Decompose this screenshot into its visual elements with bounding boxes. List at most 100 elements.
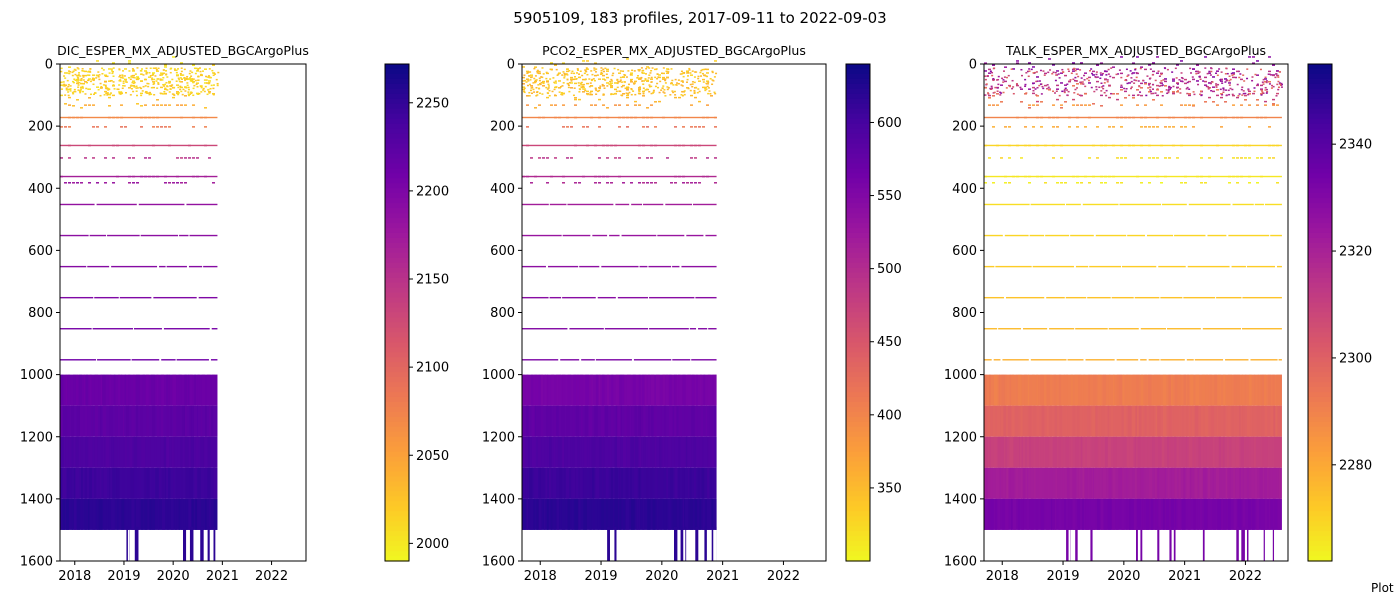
deep-streak bbox=[594, 405, 598, 437]
deep-streak bbox=[200, 405, 203, 437]
cell bbox=[1047, 86, 1050, 89]
cell bbox=[1028, 70, 1031, 72]
deep-streak bbox=[1026, 405, 1028, 437]
deep-streak bbox=[1102, 374, 1107, 406]
colorbar-step bbox=[1308, 536, 1332, 542]
deep-streak bbox=[1168, 405, 1172, 437]
cell bbox=[644, 78, 647, 80]
cell bbox=[145, 67, 148, 70]
cell bbox=[140, 73, 143, 75]
colorbar-step bbox=[1308, 98, 1332, 105]
cell bbox=[162, 93, 165, 95]
cell bbox=[1032, 82, 1035, 85]
cell bbox=[590, 79, 593, 82]
cell bbox=[173, 86, 176, 89]
cell bbox=[122, 84, 125, 87]
cell bbox=[162, 77, 165, 79]
deep-streak bbox=[615, 374, 619, 406]
cell bbox=[1140, 126, 1143, 128]
cell bbox=[1108, 85, 1111, 87]
cell bbox=[1068, 80, 1071, 83]
deep-streak bbox=[540, 405, 544, 437]
colorbar-step bbox=[1308, 392, 1332, 398]
deep-streak bbox=[1126, 498, 1128, 530]
cell bbox=[110, 79, 113, 82]
level-line bbox=[1095, 234, 1127, 237]
cell bbox=[1184, 182, 1187, 184]
cell bbox=[698, 80, 701, 82]
cell bbox=[608, 83, 611, 85]
deep-streak bbox=[155, 467, 159, 499]
deep-streak bbox=[1005, 498, 1009, 530]
deep-streak bbox=[204, 405, 207, 437]
cell bbox=[104, 75, 107, 77]
cell bbox=[577, 69, 580, 71]
deep-streak bbox=[1244, 374, 1247, 406]
deep-streak bbox=[1026, 498, 1030, 530]
cell bbox=[120, 104, 123, 106]
colorbar-step bbox=[1308, 312, 1332, 319]
cell bbox=[1152, 62, 1155, 64]
cell bbox=[1036, 86, 1039, 89]
cell bbox=[1260, 88, 1263, 91]
footer-label: Plot bbox=[1371, 581, 1394, 595]
deep-streak bbox=[70, 467, 73, 499]
panel-title: TALK_ESPER_MX_ADJUSTED_BGCArgoPlus bbox=[1005, 43, 1266, 58]
shallow-row bbox=[984, 182, 1279, 184]
deep-streak bbox=[1099, 467, 1102, 499]
shallow-row bbox=[60, 62, 215, 90]
deep-streak bbox=[703, 436, 708, 468]
level-line bbox=[1148, 359, 1160, 361]
cell bbox=[1066, 94, 1069, 97]
colorbar-step bbox=[385, 198, 409, 204]
cell bbox=[1061, 68, 1064, 71]
deep-streak bbox=[1062, 467, 1065, 499]
level-line bbox=[984, 265, 995, 268]
cell bbox=[96, 182, 99, 184]
deep-streak bbox=[1072, 467, 1077, 499]
cell bbox=[602, 94, 605, 96]
deep-streak bbox=[1115, 498, 1119, 530]
deep-streak bbox=[176, 467, 181, 499]
colorbar-step bbox=[1308, 158, 1332, 164]
deep-streak bbox=[1085, 498, 1089, 530]
cell bbox=[650, 157, 653, 159]
cell bbox=[1116, 182, 1119, 184]
deep-streak bbox=[1235, 467, 1240, 499]
colorbar-step bbox=[385, 451, 409, 458]
cell bbox=[1070, 72, 1073, 75]
deep-streak bbox=[647, 436, 651, 468]
deep-streak bbox=[1044, 467, 1048, 499]
cell bbox=[598, 182, 601, 184]
cell bbox=[154, 75, 157, 77]
deep-streak bbox=[1194, 436, 1196, 468]
cell bbox=[626, 104, 629, 106]
level-line bbox=[1246, 265, 1275, 268]
cell bbox=[88, 104, 91, 106]
colorbar-step bbox=[1308, 456, 1332, 463]
cell bbox=[1144, 126, 1147, 128]
deep-streak bbox=[624, 405, 627, 437]
deep-streak bbox=[1043, 374, 1047, 406]
level-line bbox=[672, 265, 680, 268]
cell bbox=[60, 70, 63, 73]
colorbar-tick-label: 2280 bbox=[1339, 458, 1372, 473]
cell bbox=[714, 157, 717, 159]
cell bbox=[586, 68, 589, 70]
cell bbox=[180, 70, 183, 73]
cell bbox=[630, 79, 633, 82]
cell bbox=[538, 77, 541, 79]
deep-column bbox=[1140, 526, 1143, 561]
deep-streak bbox=[1245, 436, 1250, 468]
cell bbox=[1024, 126, 1027, 128]
deep-streak bbox=[1142, 498, 1145, 530]
cell bbox=[579, 70, 582, 72]
deep-streak bbox=[1187, 374, 1190, 406]
cell bbox=[1043, 74, 1046, 76]
cell bbox=[1256, 83, 1259, 86]
cell bbox=[988, 72, 991, 74]
cell bbox=[175, 71, 178, 74]
deep-streak bbox=[181, 498, 184, 530]
cell bbox=[77, 74, 80, 76]
cell bbox=[637, 92, 640, 94]
